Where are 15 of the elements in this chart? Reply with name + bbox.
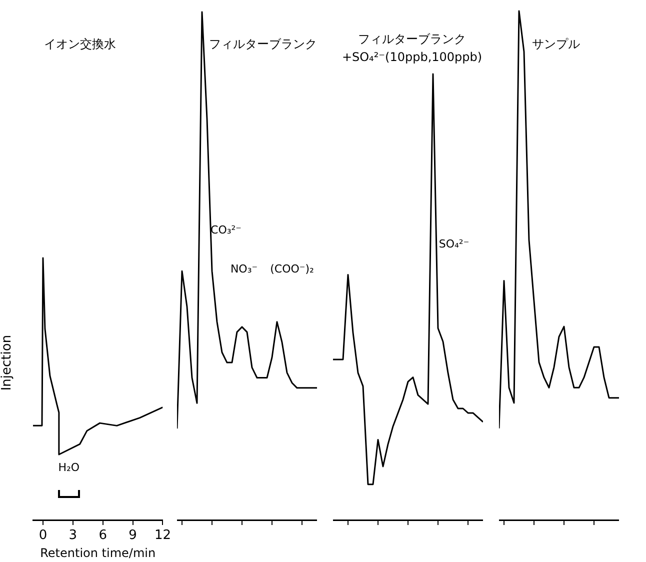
annotation: SO₄²⁻ <box>438 237 470 250</box>
text: フィルターブランク <box>209 37 317 52</box>
annotation: NO₃⁻ <box>230 262 258 276</box>
y-axis-title: Injection <box>0 334 14 391</box>
x-tick-label: 0 <box>38 528 48 544</box>
chart-title: フィルターブランク +SO₄²⁻(10ppb,100ppb) <box>342 32 482 64</box>
x-tick-label: 3 <box>68 528 78 544</box>
x-tick-label: 6 <box>98 528 107 544</box>
x-tick-label: 12 <box>154 528 171 544</box>
text: サンプル <box>532 37 580 52</box>
x-axis-title: Retention time/min <box>40 546 156 560</box>
x-tick-label: 9 <box>128 528 137 544</box>
annotation: H₂O <box>58 460 80 474</box>
chart-title: イオン交換水 <box>44 37 116 52</box>
annotation: (COO⁻)₂ <box>270 262 314 276</box>
